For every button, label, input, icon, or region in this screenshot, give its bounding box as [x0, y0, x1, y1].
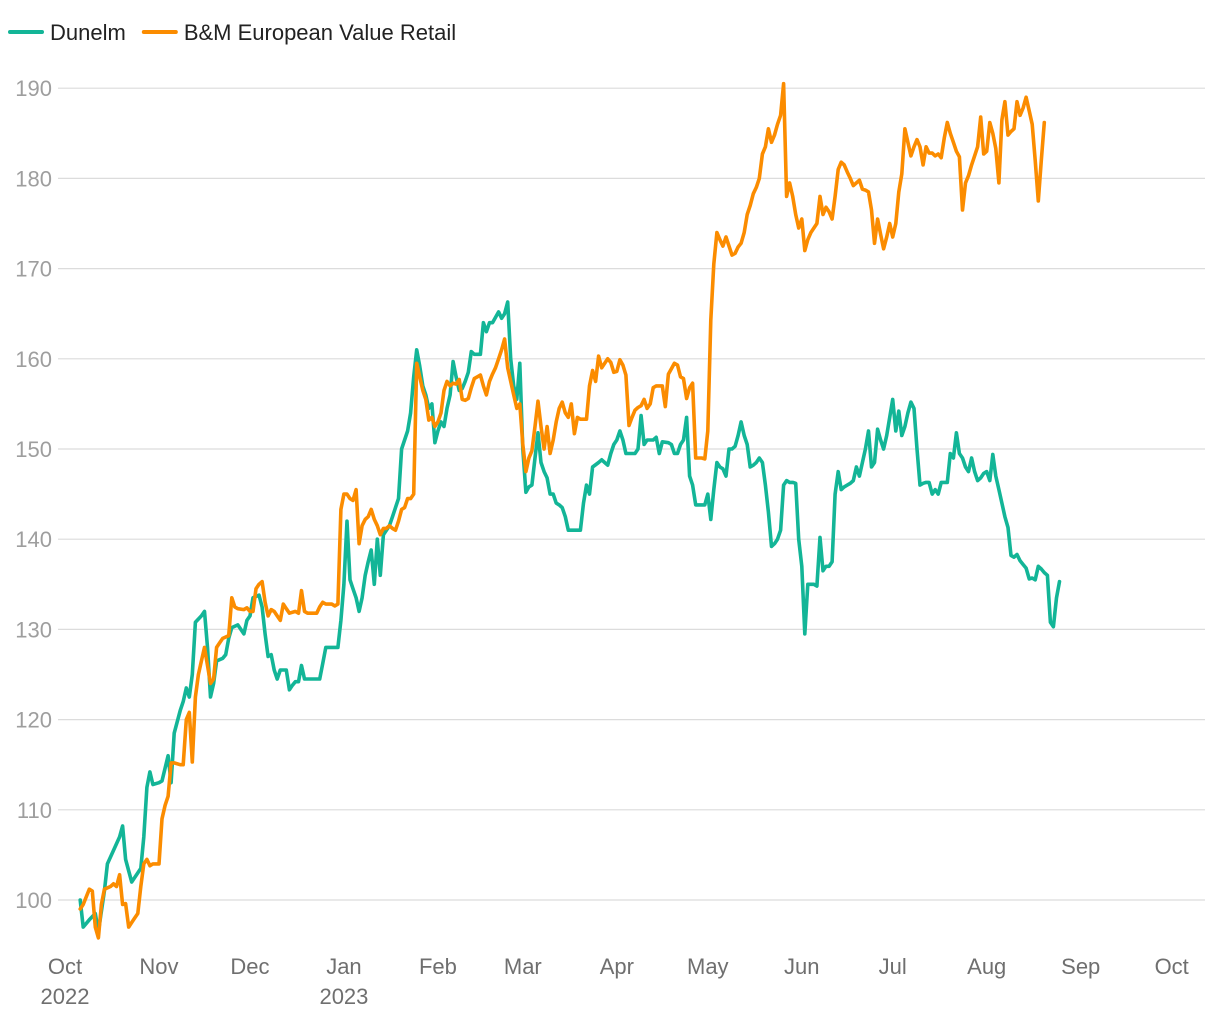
legend-label-0: Dunelm: [50, 20, 126, 45]
y-tick-label-180: 180: [15, 166, 52, 191]
y-tick-label-130: 130: [15, 617, 52, 642]
x-tick-label-7: May: [687, 954, 729, 979]
y-tick-label-110: 110: [17, 798, 52, 823]
series-line-1: [78, 81, 1047, 940]
x-tick-label-9: Jul: [879, 954, 907, 979]
x-tick-year-3: 2023: [319, 984, 368, 1009]
y-tick-label-120: 120: [15, 708, 52, 733]
legend: Dunelm B&M European Value Retail: [8, 20, 456, 45]
x-tick-label-8: Jun: [784, 954, 819, 979]
y-tick-label-150: 150: [15, 437, 52, 462]
x-tick-year-0: 2022: [41, 984, 90, 1009]
x-tick-label-5: Mar: [504, 954, 542, 979]
series-line-0: [78, 300, 1062, 934]
gridlines: [58, 87, 1205, 901]
y-tick-label-170: 170: [15, 257, 52, 282]
y-tick-label-100: 100: [15, 888, 52, 913]
x-tick-label-0: Oct: [48, 954, 82, 979]
y-tick-label-190: 190: [15, 76, 52, 101]
x-tick-label-4: Feb: [419, 954, 457, 979]
x-tick-label-3: Jan: [326, 954, 361, 979]
x-tick-label-6: Apr: [600, 954, 634, 979]
x-tick-label-11: Sep: [1061, 954, 1100, 979]
legend-label-1: B&M European Value Retail: [184, 20, 456, 45]
x-tick-label-12: Oct: [1155, 954, 1189, 979]
y-axis-ticks: 100 110 120 130 140 150 160 170 180 190: [15, 76, 52, 913]
x-axis-ticks: Oct 2022 Nov Dec Jan 2023 Feb Mar Apr May Jun Jul Au…: [41, 954, 1189, 1009]
x-tick-label-1: Nov: [139, 954, 178, 979]
x-tick-label-2: Dec: [230, 954, 269, 979]
x-tick-label-10: Aug: [967, 954, 1006, 979]
series-lines: [78, 81, 1062, 940]
y-tick-label-140: 140: [15, 527, 52, 552]
y-tick-label-160: 160: [15, 347, 52, 372]
